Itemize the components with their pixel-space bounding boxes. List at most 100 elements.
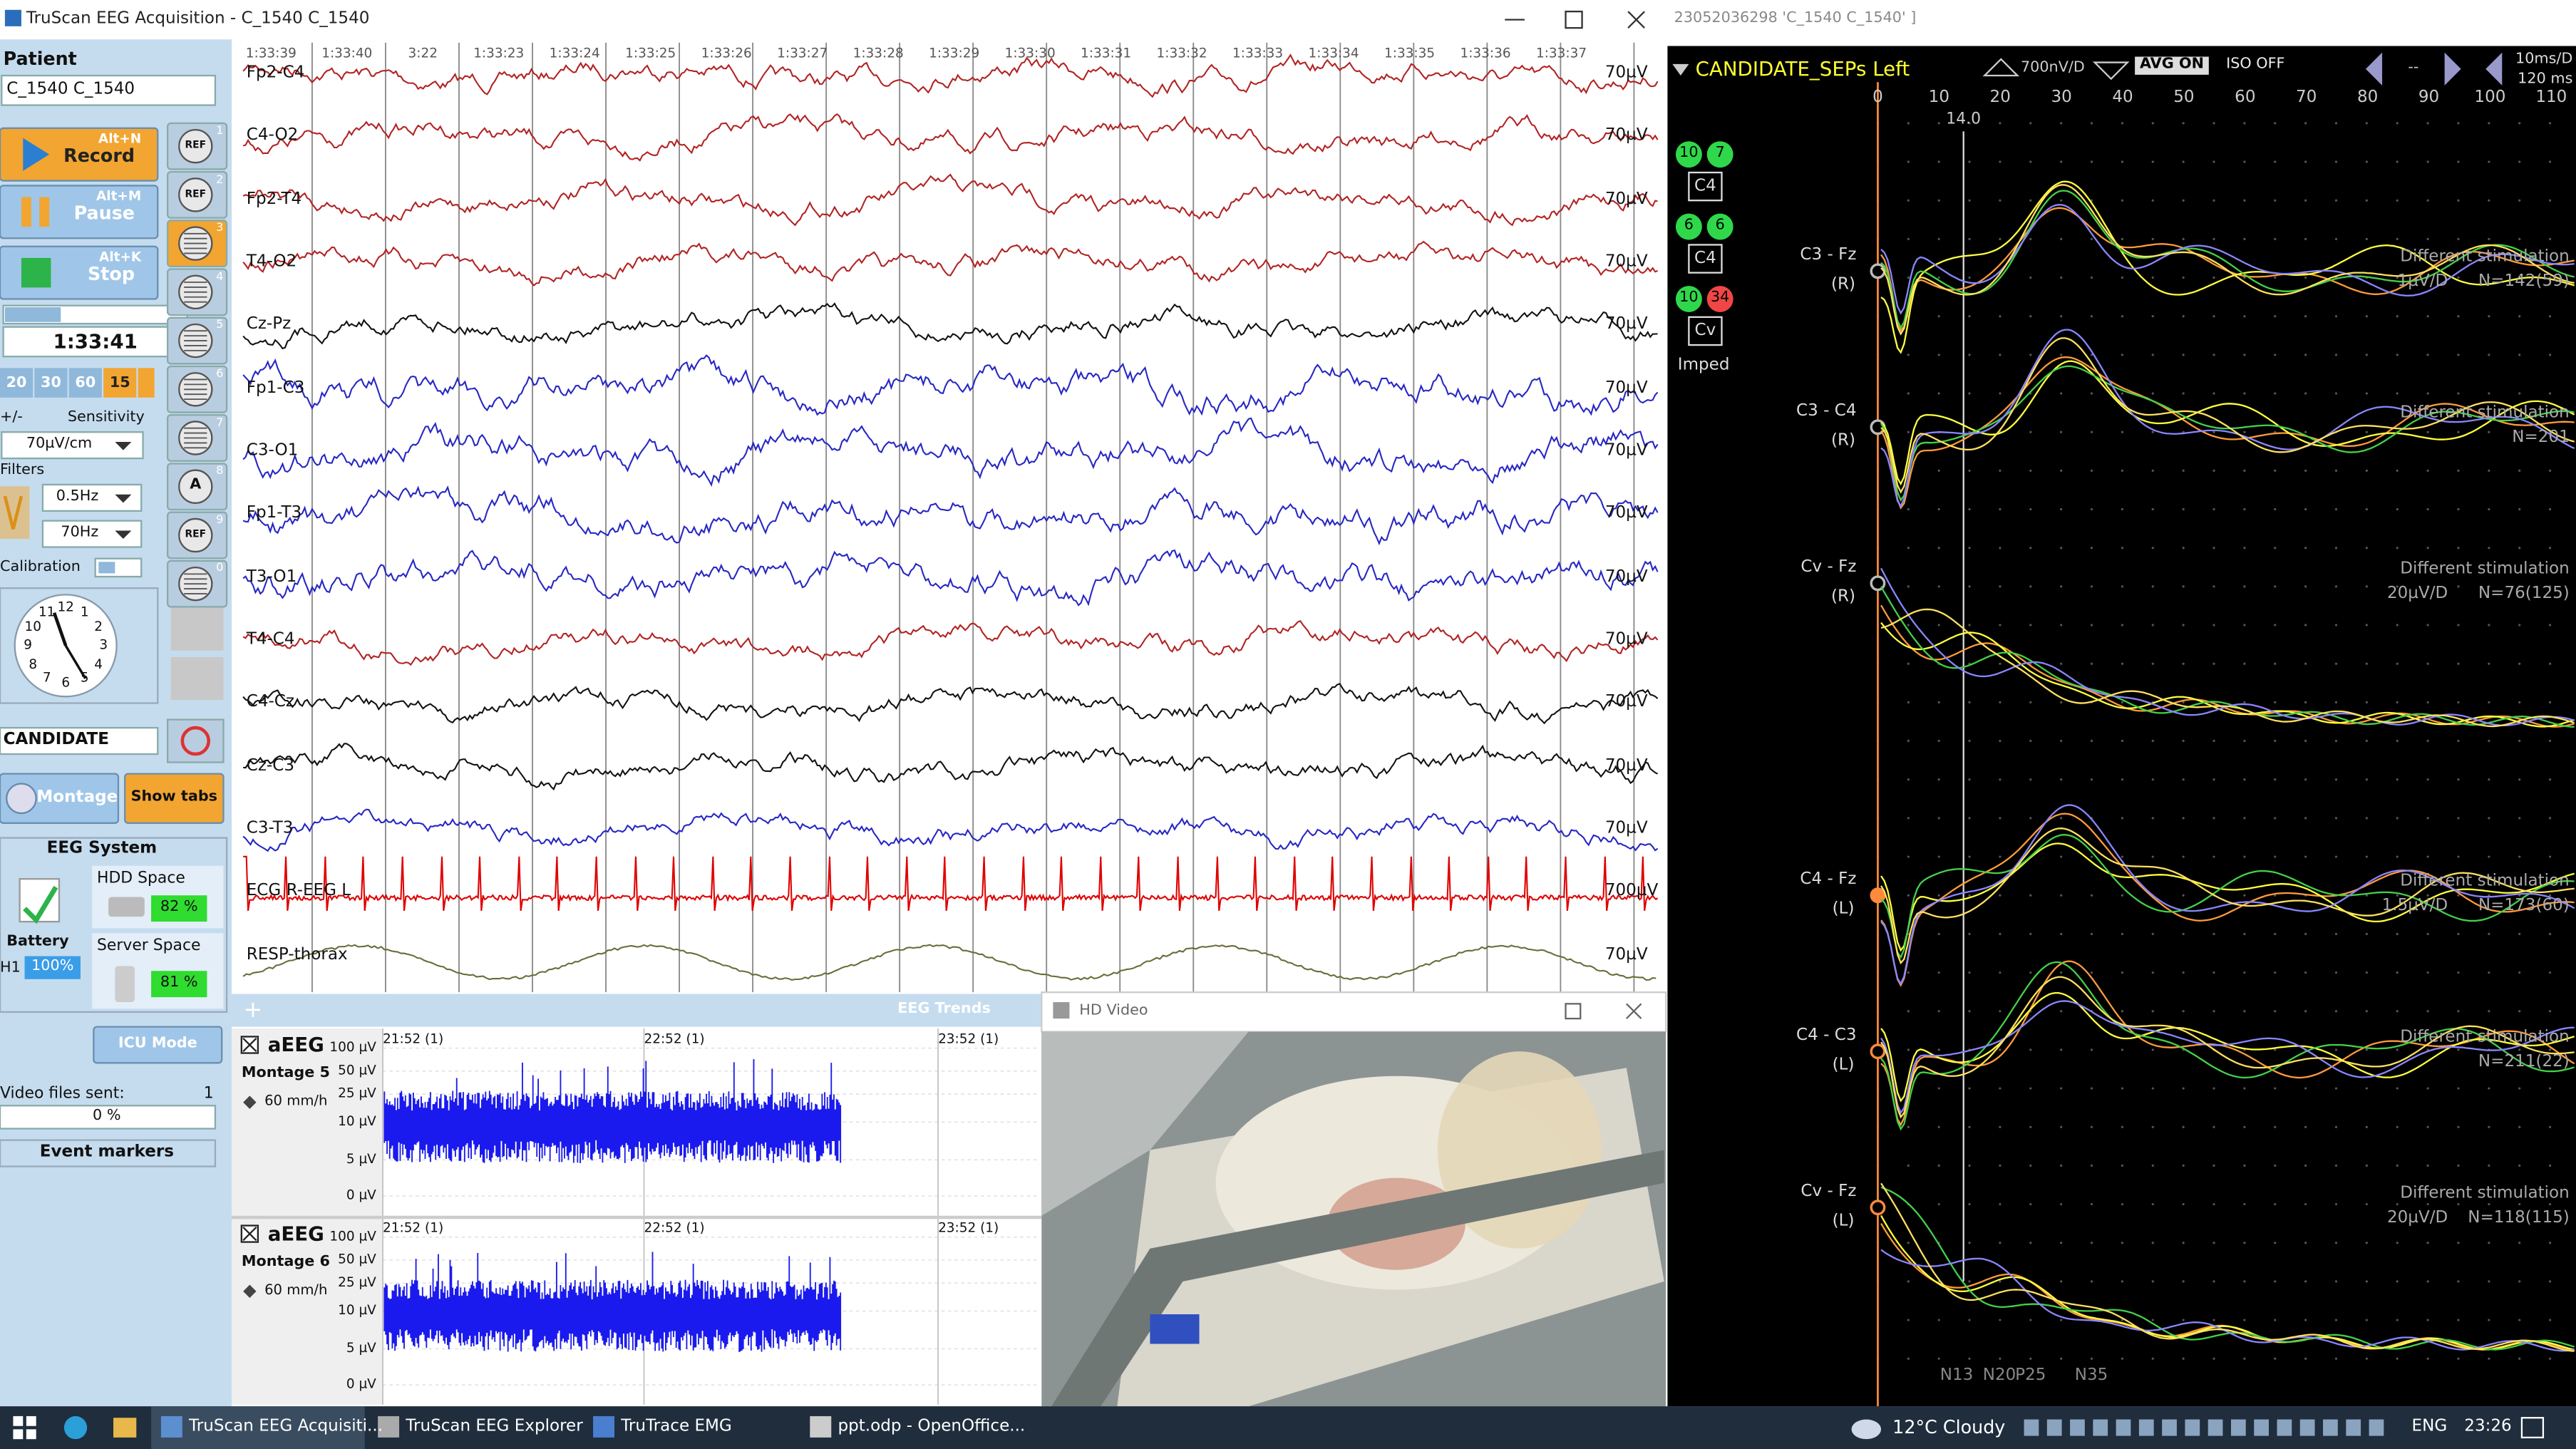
eeg-trace bbox=[242, 113, 1659, 162]
grid-dot bbox=[1907, 199, 1910, 202]
speed-button[interactable]: 30 bbox=[41, 375, 61, 392]
trace-scale: 20µV/D bbox=[2386, 1209, 2448, 1227]
video-maximize[interactable] bbox=[1565, 1003, 1582, 1020]
grid-dot bbox=[1907, 547, 1910, 550]
battery-check bbox=[23, 885, 58, 924]
record-button[interactable] bbox=[0, 127, 159, 182]
profile-dropdown[interactable] bbox=[0, 726, 159, 756]
speed-button[interactable] bbox=[103, 368, 137, 398]
grid-dot bbox=[2151, 585, 2154, 588]
grid-dot bbox=[2396, 354, 2399, 356]
montage-button-number[interactable]: 2 bbox=[216, 172, 224, 186]
grid-dot bbox=[2029, 469, 2032, 472]
video-files-count: 1 bbox=[203, 1084, 214, 1103]
avg-toggle[interactable]: AVG ON bbox=[2135, 56, 2209, 75]
sensitivity-value[interactable]: 70µV/cm bbox=[26, 435, 93, 453]
grid-dot bbox=[2121, 1087, 2124, 1090]
taskbar-app[interactable]: TruScan EEG Explorer bbox=[406, 1418, 583, 1436]
montage-button-number[interactable]: 3 bbox=[216, 221, 224, 234]
montage-button-label[interactable]: REF bbox=[185, 188, 207, 200]
grid-dot bbox=[2274, 855, 2277, 858]
taskbar-app[interactable]: TruScan EEG Acquisiti... bbox=[189, 1418, 383, 1436]
icu-mode-button[interactable] bbox=[93, 1026, 223, 1064]
grid-dot bbox=[2090, 1242, 2093, 1244]
grid-dot bbox=[2182, 1280, 2185, 1283]
record-label[interactable]: Record bbox=[63, 145, 135, 167]
taskbar-app[interactable]: ppt.odp - OpenOffice... bbox=[838, 1418, 1026, 1436]
stop-label[interactable]: Stop bbox=[88, 263, 135, 285]
grid-dot bbox=[2518, 1125, 2521, 1128]
show-tabs-button[interactable] bbox=[124, 773, 225, 824]
grid-dot bbox=[2029, 354, 2032, 356]
grid-dot bbox=[2212, 624, 2215, 626]
profile-name[interactable]: CANDIDATE bbox=[3, 731, 110, 750]
grid-dot bbox=[2060, 122, 2063, 125]
grid-dot bbox=[2182, 276, 2185, 279]
speed-button[interactable]: 60 bbox=[75, 375, 96, 392]
filter-value[interactable]: 0.5Hz bbox=[56, 488, 99, 505]
grid-dot bbox=[2396, 315, 2399, 318]
elapsed-field bbox=[2, 326, 188, 358]
grid-dot bbox=[2060, 547, 2063, 550]
grid-dot bbox=[2334, 1164, 2338, 1167]
grid-dot bbox=[2426, 507, 2429, 511]
grid-dot bbox=[1937, 778, 1940, 781]
montage-button-label[interactable]: REF bbox=[185, 139, 207, 152]
add-trend-button[interactable]: + bbox=[243, 997, 263, 1024]
elapsed-time: 1:33:41 bbox=[53, 330, 138, 354]
taskbar-app[interactable]: TruTrace EMG bbox=[621, 1418, 732, 1436]
montage-button[interactable]: Montage bbox=[36, 788, 118, 807]
grid-dot bbox=[2365, 701, 2368, 703]
channel-scale: 70µV bbox=[1604, 946, 1648, 964]
montage-button-number[interactable]: 9 bbox=[216, 512, 224, 527]
active-app[interactable] bbox=[151, 1406, 365, 1449]
filter-value[interactable]: 70Hz bbox=[61, 525, 99, 542]
tray-icon bbox=[2254, 1419, 2269, 1436]
grid-dot bbox=[1999, 585, 2001, 588]
grid-dot bbox=[2274, 624, 2277, 626]
start-icon bbox=[26, 1429, 36, 1440]
shortcut[interactable]: Alt+K bbox=[99, 249, 142, 265]
speed-dropdown[interactable] bbox=[138, 368, 155, 398]
shortcut[interactable]: Alt+N bbox=[98, 131, 142, 147]
montage-button-number[interactable]: 4 bbox=[216, 269, 224, 284]
speed-button[interactable]: 20 bbox=[6, 375, 27, 392]
shortcut[interactable]: Alt+M bbox=[96, 189, 142, 204]
montage-button-number[interactable]: 0 bbox=[216, 562, 224, 575]
grid-dot bbox=[2029, 624, 2032, 626]
montage-button-label[interactable]: REF bbox=[185, 528, 207, 540]
montage-button-number[interactable]: 5 bbox=[216, 318, 224, 332]
montage-button-number[interactable]: 7 bbox=[216, 416, 224, 429]
montage-button-number[interactable]: 1 bbox=[216, 124, 224, 138]
speed-button[interactable] bbox=[0, 368, 34, 398]
start-icon bbox=[26, 1416, 36, 1426]
electrode-label: Cv bbox=[1694, 321, 1716, 341]
grid-dot bbox=[2182, 237, 2185, 240]
montage-button-number[interactable]: 8 bbox=[216, 464, 224, 478]
iso-toggle[interactable]: ISO OFF bbox=[2226, 56, 2285, 73]
grid-dot bbox=[2334, 701, 2338, 703]
filter-toggle[interactable] bbox=[0, 486, 30, 540]
trace-side: (L) bbox=[1832, 1056, 1855, 1075]
grid-dot bbox=[2090, 1125, 2093, 1128]
mute-button[interactable] bbox=[166, 718, 225, 763]
speed-button[interactable] bbox=[34, 368, 68, 398]
montage-button-number[interactable]: 6 bbox=[216, 367, 224, 381]
grid-dot bbox=[2518, 817, 2521, 820]
grid-dot bbox=[2365, 585, 2368, 588]
grid-dot bbox=[2365, 469, 2368, 472]
time-label: 1:33:24 bbox=[549, 46, 600, 61]
icu-mode-button[interactable]: ICU Mode bbox=[118, 1036, 197, 1053]
grid-dot bbox=[2457, 1280, 2460, 1283]
grid-dot bbox=[2060, 1280, 2063, 1283]
speed-button[interactable]: 15 bbox=[109, 375, 130, 392]
montage-button-label[interactable]: A bbox=[190, 478, 202, 495]
grid-dot bbox=[2060, 1242, 2063, 1244]
grid-dot bbox=[2334, 624, 2338, 626]
grid-dot bbox=[1907, 354, 1910, 356]
grid-dot bbox=[2121, 1202, 2124, 1206]
speed-button[interactable] bbox=[68, 368, 102, 398]
pause-label[interactable]: Pause bbox=[73, 202, 135, 225]
maximize-button[interactable] bbox=[1565, 10, 1583, 29]
show-tabs-button[interactable]: Show tabs bbox=[130, 789, 218, 806]
